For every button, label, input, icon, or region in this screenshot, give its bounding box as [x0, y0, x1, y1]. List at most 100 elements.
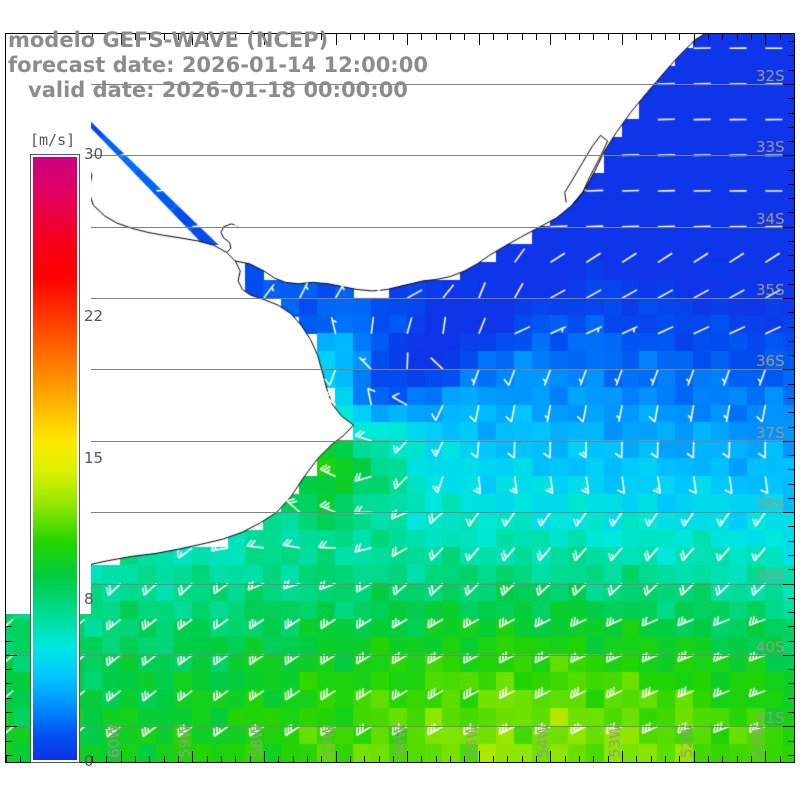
tick-left	[6, 726, 17, 727]
tick-top	[737, 34, 738, 40]
tick-top	[694, 34, 695, 45]
lat-label-32S: 32S	[756, 66, 785, 85]
tick-right	[783, 655, 794, 656]
tick-top	[565, 34, 566, 40]
lat-label-33S: 33S	[756, 138, 785, 157]
tick-right	[788, 170, 794, 171]
tick-bottom	[307, 756, 308, 762]
tick-left	[6, 698, 12, 699]
tick-bottom	[278, 756, 279, 762]
tick-top	[651, 34, 652, 40]
tick-left	[6, 712, 12, 713]
title-line-forecast-date: forecast date: 2026-01-14 12:00:00	[8, 53, 428, 77]
tick-top	[364, 34, 365, 40]
tick-bottom	[149, 756, 150, 762]
tick-left	[6, 655, 17, 656]
tick-top	[393, 34, 394, 40]
tick-top	[507, 34, 508, 40]
tick-left	[6, 683, 12, 684]
tick-top	[479, 34, 480, 45]
tick-bottom	[679, 756, 680, 762]
tick-bottom	[20, 756, 21, 762]
tick-bottom	[336, 751, 337, 762]
lat-label-37S: 37S	[756, 423, 785, 442]
tick-right	[788, 141, 794, 142]
tick-right	[788, 469, 794, 470]
colorbar-gradient	[30, 154, 80, 763]
tick-bottom	[780, 756, 781, 762]
tick-bottom	[450, 756, 451, 762]
tick-bottom	[493, 756, 494, 762]
tick-bottom	[6, 756, 7, 762]
tick-top	[135, 34, 136, 40]
tick-bottom	[608, 756, 609, 762]
tick-bottom	[407, 751, 408, 762]
tick-top	[708, 34, 709, 40]
tick-right	[788, 455, 794, 456]
tick-left	[6, 741, 12, 742]
tick-bottom	[550, 751, 551, 762]
tick-bottom	[178, 756, 179, 762]
tick-bottom	[593, 756, 594, 762]
tick-right	[788, 127, 794, 128]
tick-top	[780, 34, 781, 40]
tick-right	[788, 312, 794, 313]
tick-right	[788, 741, 794, 742]
lat-label-38S: 38S	[756, 495, 785, 514]
tick-right	[788, 598, 794, 599]
tick-top	[608, 34, 609, 40]
gridline-lat-33S	[6, 155, 794, 156]
colorbar-tick-0: 0	[84, 752, 94, 770]
lat-label-40S: 40S	[756, 637, 785, 656]
tick-bottom	[350, 756, 351, 762]
map-frame: 32S33S34S35S36S37S38S39S40S41S61W60W59W5…	[5, 33, 795, 763]
tick-top	[493, 34, 494, 40]
lon-label-52W: 52W	[677, 724, 696, 758]
lat-label-41S: 41S	[756, 709, 785, 728]
tick-top	[207, 34, 208, 40]
tick-right	[788, 698, 794, 699]
tick-top	[350, 34, 351, 40]
tick-right	[788, 284, 794, 285]
tick-right	[788, 198, 794, 199]
tick-right	[783, 84, 794, 85]
lon-label-60W: 60W	[104, 724, 123, 758]
tick-bottom	[579, 756, 580, 762]
tick-right	[788, 184, 794, 185]
lat-label-39S: 39S	[756, 566, 785, 585]
tick-top	[765, 34, 766, 45]
tick-top	[751, 34, 752, 40]
tick-right	[788, 526, 794, 527]
tick-top	[164, 34, 165, 40]
title-line-valid-date: valid date: 2026-01-18 00:00:00	[28, 78, 408, 102]
tick-top	[149, 34, 150, 40]
tick-bottom	[421, 756, 422, 762]
tick-top	[550, 34, 551, 45]
colorbar-unit-label: [m/s]	[30, 131, 76, 149]
tick-right	[783, 155, 794, 156]
gridline-lat-35S	[6, 298, 794, 299]
tick-bottom	[264, 751, 265, 762]
tick-top	[192, 34, 193, 45]
tick-bottom	[92, 756, 93, 762]
tick-bottom	[192, 751, 193, 762]
tick-bottom	[436, 756, 437, 762]
tick-right	[788, 612, 794, 613]
tick-top	[450, 34, 451, 40]
tick-left	[6, 669, 12, 670]
tick-top	[250, 34, 251, 40]
tick-right	[788, 683, 794, 684]
tick-bottom	[321, 756, 322, 762]
tick-top	[379, 34, 380, 40]
tick-top	[593, 34, 594, 40]
gridline-lat-37S	[6, 441, 794, 442]
tick-bottom	[235, 756, 236, 762]
gridline-lat-32S	[6, 84, 794, 85]
colorbar-tick-8: 8	[84, 590, 94, 609]
tick-bottom	[536, 756, 537, 762]
tick-right	[788, 626, 794, 627]
tick-bottom	[106, 756, 107, 762]
gridline-lat-40S	[6, 655, 794, 656]
tick-top	[264, 34, 265, 45]
